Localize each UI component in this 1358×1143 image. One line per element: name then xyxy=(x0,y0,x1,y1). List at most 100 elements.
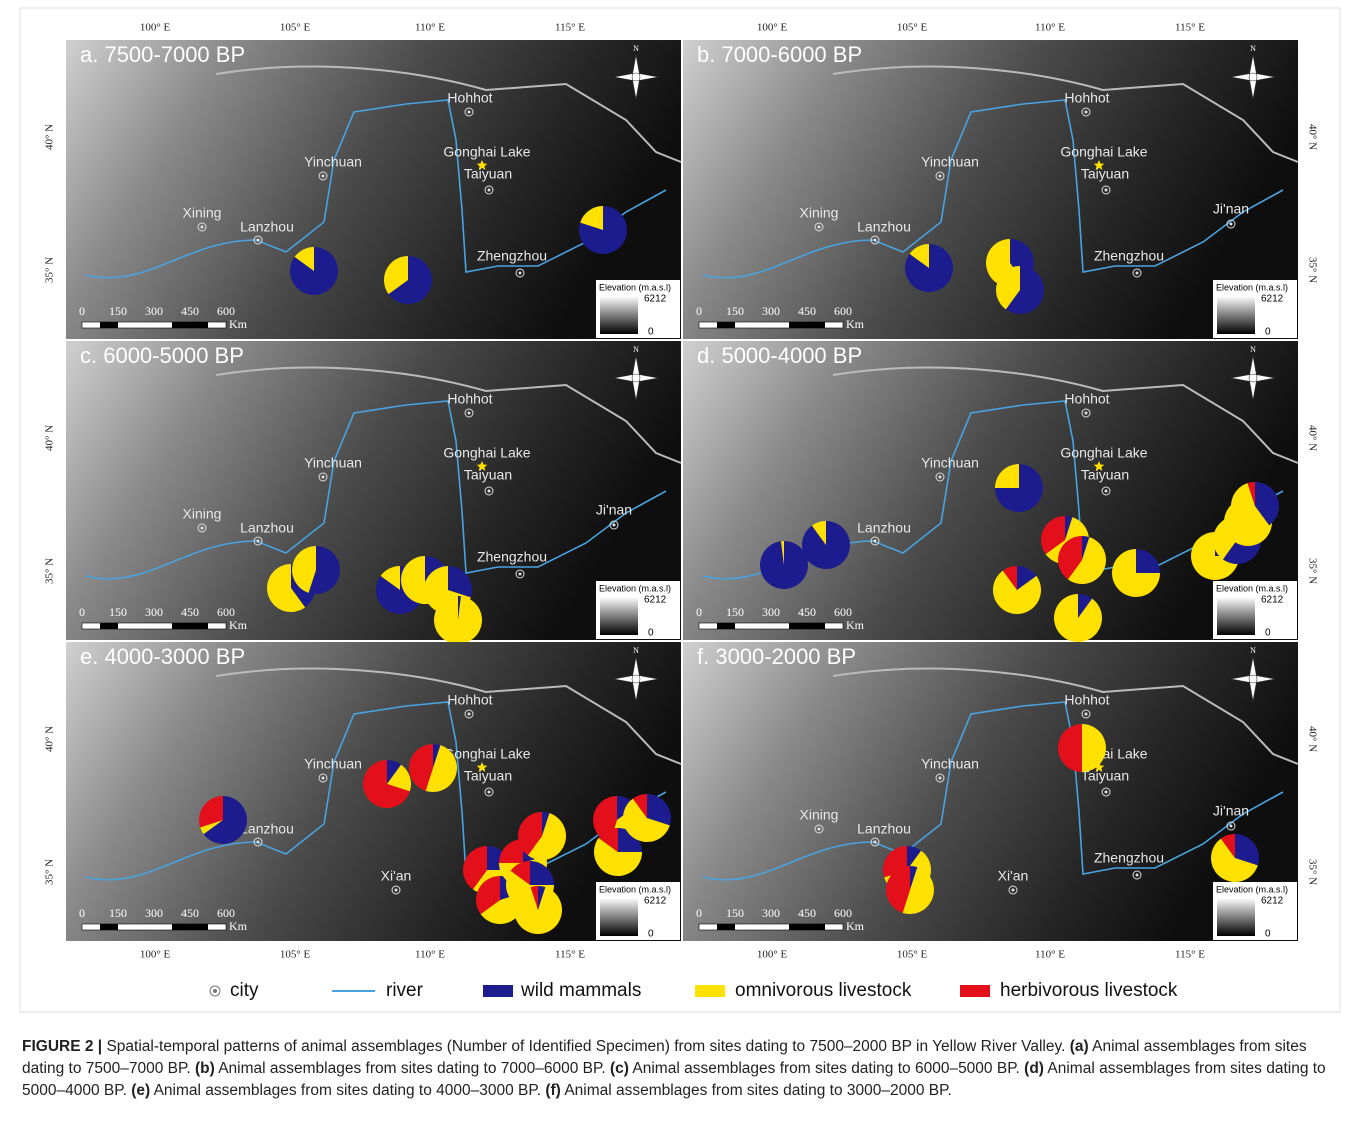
scale-label: 150 xyxy=(726,906,744,920)
lat-label: 40° N xyxy=(1306,726,1318,752)
legend-label: herbivorous livestock xyxy=(1000,980,1178,1001)
scale-label: 0 xyxy=(79,304,85,318)
lon-label: 100° E xyxy=(757,949,788,961)
lon-label: 110° E xyxy=(1035,949,1065,961)
legend-swatch xyxy=(695,985,725,997)
caption-tag: (e) xyxy=(131,1082,150,1099)
city-dot xyxy=(1230,825,1233,828)
map-panel: Nf. 3000-2000 BPHohhotYinchuanGonghai La… xyxy=(683,642,1298,941)
city-label: Zhengzhou xyxy=(477,248,547,264)
lat-label: 35° N xyxy=(44,859,56,885)
compass-north: N xyxy=(633,646,639,655)
lon-label: 110° E xyxy=(1035,22,1065,34)
scale-bar-segment xyxy=(172,322,208,328)
caption-tag: (f) xyxy=(545,1082,561,1099)
lon-label: 105° E xyxy=(897,949,928,961)
map-panel: Na. 7500-7000 BPHohhotYinchuanGonghai La… xyxy=(66,40,681,339)
city-dot xyxy=(488,189,491,192)
lon-label: 110° E xyxy=(415,22,445,34)
city-label: Hohhot xyxy=(447,692,492,708)
scale-label: 450 xyxy=(181,605,199,619)
scale-label: 0 xyxy=(79,605,85,619)
scale-label: 450 xyxy=(181,906,199,920)
city-dot xyxy=(395,889,398,892)
caption-text: Animal assemblages from sites dating to … xyxy=(632,1060,1019,1077)
lat-label: 40° N xyxy=(44,425,56,451)
relief-map xyxy=(683,40,1298,339)
scale-label: 600 xyxy=(834,605,852,619)
lon-label: 115° E xyxy=(1175,949,1205,961)
lon-label: 100° E xyxy=(140,949,171,961)
city-dot xyxy=(488,791,491,794)
city-dot xyxy=(257,540,260,543)
elevation-title: Elevation (m.a.s.l) xyxy=(1216,884,1288,894)
lon-label: 115° E xyxy=(555,949,585,961)
city-label: Gonghai Lake xyxy=(443,144,530,160)
lon-label: 115° E xyxy=(555,22,585,34)
panel-title: c. 6000-5000 BP xyxy=(80,343,244,368)
compass-north: N xyxy=(1250,44,1256,53)
city-dot xyxy=(818,828,821,831)
elevation-ramp xyxy=(600,296,638,334)
city-label: Lanzhou xyxy=(240,520,294,536)
lon-label: 110° E xyxy=(415,949,445,961)
city-dot xyxy=(322,175,325,178)
lat-label: 35° N xyxy=(1306,859,1318,885)
scale-label: Km xyxy=(846,919,865,933)
legend-label: wild mammals xyxy=(520,980,641,1001)
city-label: Yinchuan xyxy=(921,756,979,772)
scale-label: 150 xyxy=(109,605,127,619)
city-dot xyxy=(257,239,260,242)
lat-label: 35° N xyxy=(44,257,56,283)
city-label: Zhengzhou xyxy=(477,549,547,565)
compass-north: N xyxy=(633,345,639,354)
city-dot xyxy=(874,841,877,844)
city-label: Taiyuan xyxy=(464,768,512,784)
city-label: Zhengzhou xyxy=(1094,850,1164,866)
city-label: Lanzhou xyxy=(857,821,911,837)
scale-bar-segment xyxy=(172,623,208,629)
legend-city-dot xyxy=(213,989,217,993)
city-label: Lanzhou xyxy=(857,219,911,235)
scale-bar-segment xyxy=(100,623,118,629)
scale-label: 300 xyxy=(145,605,163,619)
city-dot xyxy=(1105,490,1108,493)
page: Na. 7500-7000 BPHohhotYinchuanGonghai La… xyxy=(0,0,1358,1143)
lon-label: 105° E xyxy=(280,949,311,961)
city-label: Lanzhou xyxy=(240,821,294,837)
elevation-max: 6212 xyxy=(1261,595,1284,606)
scale-label: 450 xyxy=(798,304,816,318)
city-dot xyxy=(468,412,471,415)
city-label: Xi'an xyxy=(998,868,1029,884)
compass-north: N xyxy=(1250,646,1256,655)
scale-label: 150 xyxy=(109,906,127,920)
scale-bar-segment xyxy=(717,623,735,629)
legend-swatch xyxy=(960,985,990,997)
city-dot xyxy=(1085,412,1088,415)
city-label: Yinchuan xyxy=(304,154,362,170)
city-dot xyxy=(1105,791,1108,794)
legend-swatch xyxy=(483,985,513,997)
caption-tag: (c) xyxy=(610,1060,629,1077)
scale-bar-segment xyxy=(789,924,825,930)
city-label: Zhengzhou xyxy=(1094,248,1164,264)
city-label: Lanzhou xyxy=(240,219,294,235)
city-dot xyxy=(519,573,522,576)
panel-title: b. 7000-6000 BP xyxy=(697,42,862,67)
city-label: Yinchuan xyxy=(921,154,979,170)
elevation-min: 0 xyxy=(648,628,654,639)
scale-label: 300 xyxy=(762,605,780,619)
scale-label: Km xyxy=(229,618,248,632)
scale-bar-segment xyxy=(100,322,118,328)
caption-text: Animal assemblages from sites dating to … xyxy=(218,1060,605,1077)
elevation-title: Elevation (m.a.s.l) xyxy=(599,282,671,292)
caption-tag: (a) xyxy=(1070,1038,1089,1055)
city-label: Taiyuan xyxy=(1081,166,1129,182)
panel-title: d. 5000-4000 BP xyxy=(697,343,862,368)
scale-label: 150 xyxy=(726,605,744,619)
city-label: Hohhot xyxy=(1064,692,1109,708)
city-dot xyxy=(1136,874,1139,877)
city-dot xyxy=(1012,889,1015,892)
caption-text: Animal assemblages from sites dating to … xyxy=(154,1082,541,1099)
